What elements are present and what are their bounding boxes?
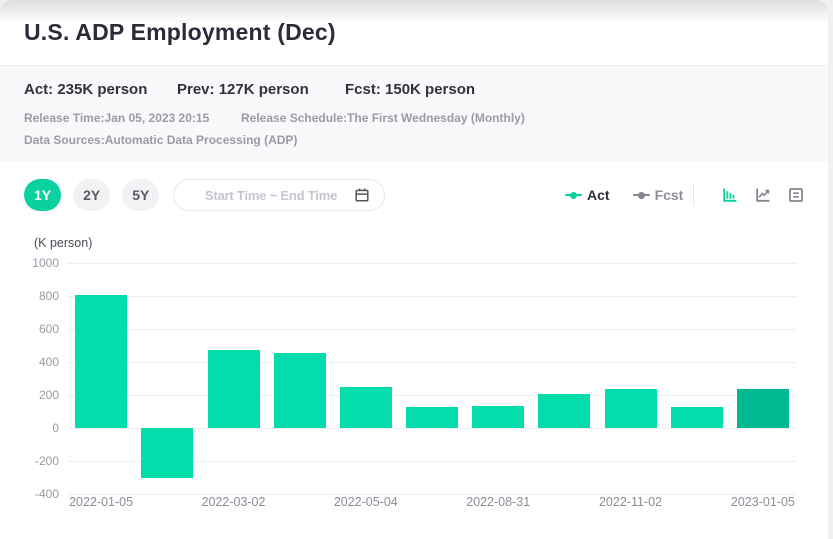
range-button-2y[interactable]: 2Y <box>73 179 111 211</box>
x-tick-label: 2022-08-31 <box>466 495 531 509</box>
chart-type-switcher <box>723 188 803 202</box>
stat-forecast: Fcst: 150K person <box>345 81 476 98</box>
range-button-1y[interactable]: 1Y <box>24 179 62 211</box>
calendar-icon <box>354 187 370 203</box>
stat-actual: Act: 235K person <box>24 81 148 98</box>
y-tick-label: 200 <box>38 388 59 402</box>
stats-section: Act: 235K person Prev: 127K person Fcst:… <box>0 65 828 162</box>
bar-2022-12-07[interactable] <box>670 407 723 428</box>
line-chart-icon[interactable] <box>756 188 770 202</box>
bar-chart-icon[interactable] <box>723 188 737 202</box>
y-tick-label: 800 <box>38 289 59 303</box>
gridline-y-400 <box>68 362 796 363</box>
bar-2022-10-05[interactable] <box>538 393 591 428</box>
bar-2023-01-05[interactable] <box>736 389 789 428</box>
x-tick-label: 2022-01-05 <box>69 495 134 509</box>
bar-2022-03-02[interactable] <box>207 349 260 428</box>
y-tick-label: 0 <box>52 421 59 435</box>
bar-2022-01-05[interactable] <box>75 294 128 428</box>
x-tick-label: 2022-11-02 <box>598 495 662 509</box>
gridline-y--400 <box>68 494 796 495</box>
bar-2022-04-06[interactable] <box>273 352 326 428</box>
y-tick-label: -200 <box>34 454 59 468</box>
y-tick-label: 1000 <box>32 256 59 270</box>
gridline-y-1000 <box>68 263 796 264</box>
x-tick-label: 2022-05-04 <box>333 495 398 509</box>
vertical-divider <box>693 184 694 206</box>
date-range-input[interactable]: Start Time ~ End Time <box>173 179 385 211</box>
y-tick-label: 400 <box>38 355 59 369</box>
fcst-series-marker <box>632 191 650 199</box>
stat-previous: Prev: 127K person <box>177 81 309 98</box>
act-series-marker <box>565 191 582 199</box>
bar-2022-06-02[interactable] <box>406 406 458 428</box>
gridline-y-200 <box>68 395 796 396</box>
release-time: Release Time:Jan 05, 2023 20:15 <box>24 111 210 125</box>
page-title: U.S. ADP Employment (Dec) <box>24 19 336 45</box>
gridline-y-800 <box>68 296 796 297</box>
y-tick-label: 600 <box>38 322 59 336</box>
bar-2022-05-04[interactable] <box>339 387 392 428</box>
bar-2022-02-02[interactable] <box>141 428 194 478</box>
bar-2022-11-02[interactable] <box>604 388 657 428</box>
y-axis-unit-label: (K person) <box>34 236 93 250</box>
y-tick-label: -400 <box>34 487 59 501</box>
x-tick-label: 2023-01-05 <box>730 495 795 509</box>
x-tick-label: 2022-03-02 <box>201 495 266 509</box>
bar-2022-08-31[interactable] <box>472 406 525 428</box>
legend-label-act: Act <box>587 187 610 203</box>
release-schedule: Release Schedule:The First Wednesday (Mo… <box>241 111 525 125</box>
data-sources: Data Sources:Automatic Data Processing (… <box>24 133 298 147</box>
range-button-5y[interactable]: 5Y <box>122 179 160 211</box>
chart-legend: Act Fcst <box>565 179 683 211</box>
date-range-placeholder: Start Time ~ End Time <box>204 187 338 203</box>
gridline-y-600 <box>68 329 796 330</box>
data-list-icon[interactable] <box>789 188 803 202</box>
legend-item-fcst[interactable]: Fcst <box>632 187 684 203</box>
legend-item-act[interactable]: Act <box>565 187 610 203</box>
legend-label-fcst: Fcst <box>654 187 684 203</box>
range-buttons: 1Y 2Y 5Y <box>24 179 160 211</box>
